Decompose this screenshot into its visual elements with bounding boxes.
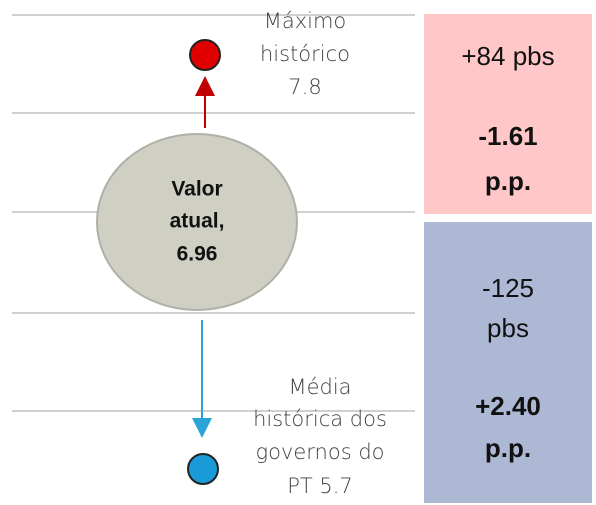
- lower-box-text: pbs: [487, 313, 529, 343]
- lower-box-text: p.p.: [485, 433, 531, 463]
- mean-dot: [187, 453, 219, 485]
- max-dot: [189, 39, 221, 71]
- max-label: 7.8: [288, 75, 321, 99]
- upper-box-text: -1.61: [478, 121, 537, 151]
- mean-label: PT 5.7: [287, 474, 353, 498]
- max-label: Máximo: [264, 9, 347, 33]
- lower-box-text: +2.40: [475, 391, 541, 421]
- upper-box-text: p.p.: [485, 166, 531, 196]
- current-label: Valor: [171, 178, 222, 201]
- current-label: atual,: [170, 210, 225, 233]
- max-label: histórico: [260, 42, 350, 66]
- current-ellipse: [96, 133, 298, 311]
- lower-box-text: -125: [482, 273, 534, 303]
- mean-label: histórica dos: [253, 407, 387, 431]
- mean-label: governos do: [255, 440, 384, 464]
- mean-label: Média: [288, 375, 351, 399]
- current-label: 6.96: [177, 243, 218, 266]
- upper-box-text: +84 pbs: [461, 41, 554, 71]
- upper-box: [424, 14, 592, 214]
- lower-box: [424, 222, 592, 503]
